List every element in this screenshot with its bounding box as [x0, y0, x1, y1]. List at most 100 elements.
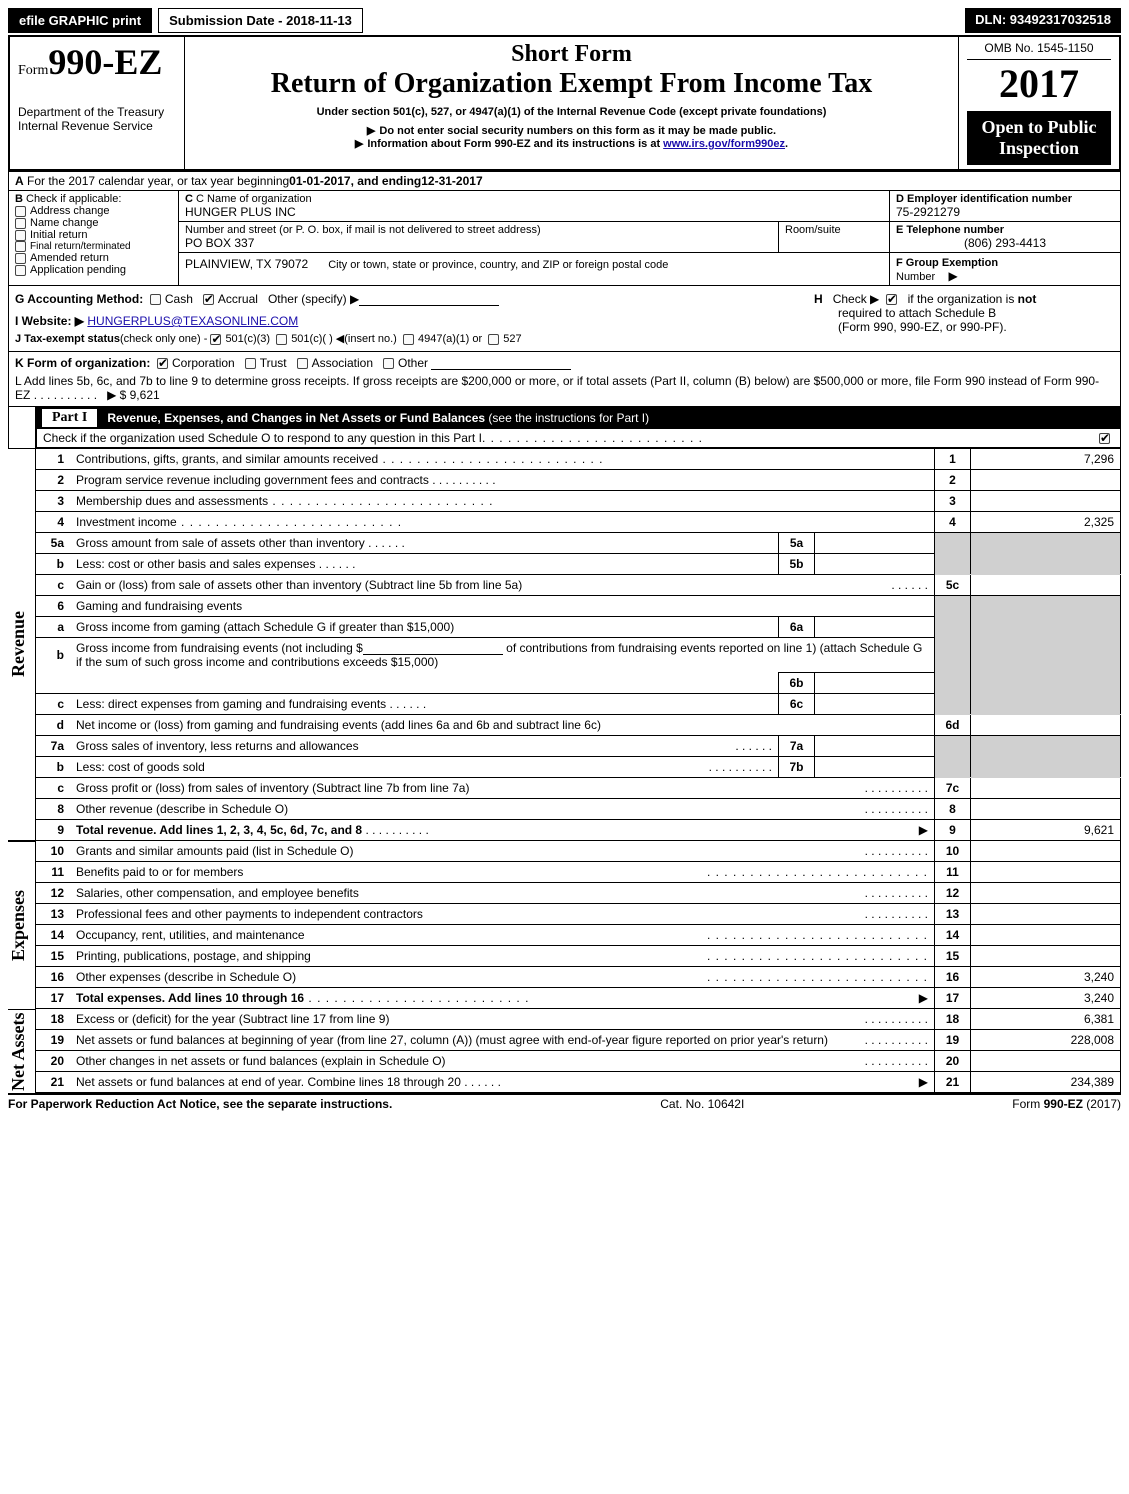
j-501c3-cb[interactable]: [210, 334, 221, 345]
title-short-form: Short Form: [193, 41, 950, 68]
c-label: C Name of organization: [196, 193, 312, 205]
addr-label: Number and street (or P. O. box, if mail…: [185, 224, 772, 236]
form-number-big: 990-EZ: [48, 42, 162, 82]
line-5a: 5a Gross amount from sale of assets othe…: [36, 533, 1121, 554]
line-11: 11Benefits paid to or for members11: [36, 862, 1121, 883]
k-other-cb[interactable]: [383, 358, 394, 369]
footer-left: For Paperwork Reduction Act Notice, see …: [8, 1097, 392, 1111]
line-7a: 7a Gross sales of inventory, less return…: [36, 736, 1121, 757]
e-value: (806) 293-4413: [896, 236, 1114, 250]
line-15: 15Printing, publications, postage, and s…: [36, 946, 1121, 967]
addr-row: Number and street (or P. O. box, if mail…: [179, 222, 889, 253]
topbar-spacer: [369, 8, 959, 33]
j-4947-cb[interactable]: [403, 334, 414, 345]
netassets-vlabel: Net Assets: [8, 1009, 36, 1093]
entity-block: A For the 2017 calendar year, or tax yea…: [8, 172, 1121, 286]
line-6b: b Gross income from fundraising events (…: [36, 638, 1121, 673]
entity-row: B Check if applicable: Address change Na…: [9, 191, 1120, 285]
omb-number: OMB No. 1545-1150: [967, 41, 1111, 60]
a-text-pre: For the 2017 calendar year, or tax year …: [27, 174, 289, 188]
line-9: 9 Total revenue. Add lines 1, 2, 3, 4, 5…: [36, 820, 1121, 841]
form-number: Form990-EZ: [18, 41, 176, 83]
line-8: 8 Other revenue (describe in Schedule O)…: [36, 799, 1121, 820]
d-label: D Employer identification number: [896, 193, 1114, 205]
b-application-pending[interactable]: Application pending: [15, 264, 172, 276]
line-17: 17Total expenses. Add lines 10 through 1…: [36, 988, 1121, 1009]
open-to-public: Open to Public Inspection: [967, 111, 1111, 165]
h-checkbox[interactable]: [886, 294, 897, 305]
line-14: 14Occupancy, rent, utilities, and mainte…: [36, 925, 1121, 946]
footer-catno: Cat. No. 10642I: [660, 1097, 744, 1111]
line-13: 13Professional fees and other payments t…: [36, 904, 1121, 925]
line-5c: c Gain or (loss) from sale of assets oth…: [36, 575, 1121, 596]
col-b: B Check if applicable: Address change Na…: [9, 191, 179, 285]
line-10: 10Grants and similar amounts paid (list …: [36, 841, 1121, 862]
part1-label: Part I: [42, 409, 97, 427]
under-section: Under section 501(c), 527, or 4947(a)(1)…: [193, 106, 950, 118]
k-trust-cb[interactable]: [245, 358, 256, 369]
part1-bar-wrap: Part I Revenue, Expenses, and Changes in…: [8, 407, 1121, 448]
b-label: B Check if applicable:: [15, 193, 172, 205]
a-end: 12-31-2017: [421, 174, 482, 188]
revenue-group: Revenue 1 Contributions, gifts, grants, …: [8, 448, 1121, 841]
tax-year: 2017: [967, 60, 1111, 107]
line-18: 18Excess or (deficit) for the year (Subt…: [36, 1009, 1121, 1030]
g-cash-cb[interactable]: [150, 294, 161, 305]
line-3: 3 Membership dues and assessments 3: [36, 491, 1121, 512]
c-name-box: C C Name of organization HUNGER PLUS INC: [179, 191, 889, 222]
line-12: 12Salaries, other compensation, and empl…: [36, 883, 1121, 904]
j-527-cb[interactable]: [488, 334, 499, 345]
i-line: I Website: ▶ HUNGERPLUS@TEXASONLINE.COM: [15, 314, 814, 328]
c-value: HUNGER PLUS INC: [185, 205, 883, 219]
gh-block: G Accounting Method: Cash Accrual Other …: [8, 286, 1121, 352]
e-label: E Telephone number: [896, 224, 1114, 236]
b-initial-return[interactable]: Initial return: [15, 229, 172, 241]
open-line2: Inspection: [969, 138, 1109, 159]
b-final-return[interactable]: Final return/terminated: [15, 241, 172, 252]
line-5b: b Less: cost or other basis and sales ex…: [36, 554, 1121, 575]
info-link[interactable]: www.irs.gov/form990ez: [663, 138, 785, 150]
room-suite: Room/suite: [779, 222, 889, 252]
netassets-table: 18Excess or (deficit) for the year (Subt…: [36, 1009, 1121, 1093]
city-value: PLAINVIEW, TX 79072: [185, 257, 308, 271]
irs-label: Internal Revenue Service: [18, 119, 176, 133]
city-label: City or town, state or province, country…: [328, 259, 668, 271]
submission-date-label: Submission Date - 2018-11-13: [158, 8, 363, 33]
b-amended-return[interactable]: Amended return: [15, 252, 172, 264]
info-pre: Information about Form 990-EZ and its in…: [367, 138, 663, 150]
k-corp-cb[interactable]: [157, 358, 168, 369]
expenses-vlabel: Expenses: [8, 841, 36, 1009]
line-2: 2 Program service revenue including gove…: [36, 470, 1121, 491]
j-501c-cb[interactable]: [276, 334, 287, 345]
top-bar: efile GRAPHIC print Submission Date - 20…: [8, 8, 1121, 33]
b-name-change[interactable]: Name change: [15, 217, 172, 229]
revenue-vlabel: Revenue: [8, 448, 36, 841]
line-6d: d Net income or (loss) from gaming and f…: [36, 715, 1121, 736]
efile-print-button[interactable]: efile GRAPHIC print: [8, 8, 152, 33]
kl-block: K Form of organization: Corporation Trus…: [8, 352, 1121, 407]
line-6b-val: 6b: [36, 673, 1121, 694]
header-right: OMB No. 1545-1150 2017 Open to Public In…: [959, 37, 1119, 169]
l-line: L Add lines 5b, 6c, and 7b to line 9 to …: [15, 374, 1114, 402]
form-prefix: Form: [18, 63, 48, 78]
col-c: C C Name of organization HUNGER PLUS INC…: [179, 191, 890, 285]
b-address-change[interactable]: Address change: [15, 205, 172, 217]
website-link[interactable]: HUNGERPLUS@TEXASONLINE.COM: [87, 314, 298, 328]
dln-label: DLN: 93492317032518: [965, 8, 1121, 33]
g-line: G Accounting Method: Cash Accrual Other …: [15, 292, 814, 345]
g-label: G Accounting Method:: [15, 292, 143, 306]
j-line: J Tax-exempt status(check only one) - 50…: [15, 332, 814, 345]
addr-value: PO BOX 337: [185, 236, 772, 250]
line-20: 20Other changes in net assets or fund ba…: [36, 1051, 1121, 1072]
ssn-warning: Do not enter social security numbers on …: [193, 124, 950, 137]
part1-scho-checkbox[interactable]: [1099, 433, 1110, 444]
line-6: 6 Gaming and fundraising events: [36, 596, 1121, 617]
k-assoc-cb[interactable]: [297, 358, 308, 369]
part1-title: Revenue, Expenses, and Changes in Net As…: [107, 411, 649, 425]
line-21: 21Net assets or fund balances at end of …: [36, 1072, 1121, 1093]
g-accrual-cb[interactable]: [203, 294, 214, 305]
a-begin: 01-01-2017: [289, 174, 350, 188]
line-19: 19 Net assets or fund balances at beginn…: [36, 1030, 1121, 1051]
line-a: A For the 2017 calendar year, or tax yea…: [9, 172, 1120, 191]
line-7c: c Gross profit or (loss) from sales of i…: [36, 778, 1121, 799]
